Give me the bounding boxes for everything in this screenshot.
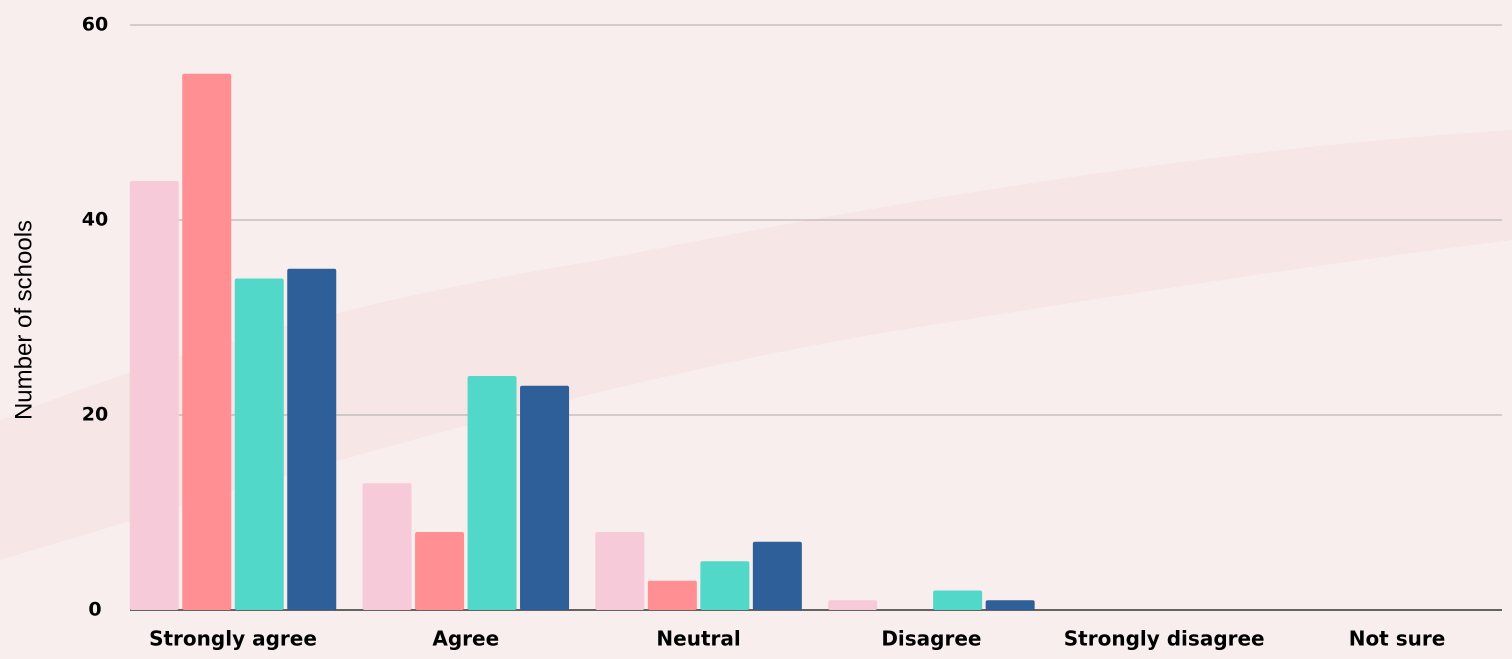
y-axis-label: Number of schools	[10, 220, 37, 420]
bar	[234, 278, 284, 610]
x-tick-label: Agree	[432, 627, 499, 651]
y-tick-label: 20	[82, 404, 108, 426]
bar	[700, 561, 750, 610]
y-tick-label: 40	[82, 209, 108, 231]
bar	[362, 483, 412, 610]
bar	[595, 532, 645, 610]
x-tick-label: Strongly agree	[149, 627, 317, 651]
x-tick-label: Strongly disagree	[1064, 627, 1265, 651]
y-tick-label: 0	[88, 599, 101, 621]
bar	[520, 385, 570, 610]
bar	[985, 600, 1035, 610]
bar	[182, 73, 232, 610]
x-tick-label: Disagree	[881, 627, 981, 651]
bar	[467, 376, 517, 610]
background-stroke	[0, 130, 1512, 560]
bar	[415, 532, 465, 610]
bar	[287, 268, 337, 610]
bar	[828, 600, 878, 610]
y-tick-label: 60	[82, 14, 108, 36]
bar	[647, 580, 697, 610]
bar	[129, 181, 179, 610]
bar	[752, 541, 802, 610]
x-tick-label: Not sure	[1349, 627, 1446, 651]
x-tick-label: Neutral	[656, 627, 740, 651]
bar	[933, 590, 983, 610]
